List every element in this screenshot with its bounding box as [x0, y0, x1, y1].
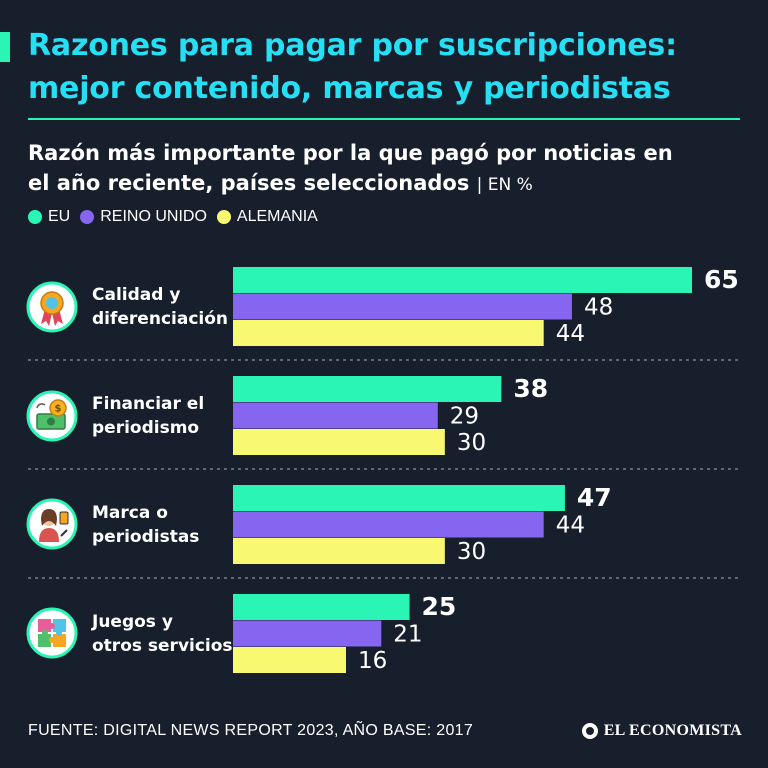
category-label-2: Marca o periodistas: [92, 503, 199, 547]
source-note: FUENTE: DIGITAL NEWS REPORT 2023, AÑO BA…: [28, 722, 474, 739]
bars: [233, 267, 692, 673]
legend-label-de: ALEMANIA: [236, 208, 318, 225]
title-line-2: mejor contenido, marcas y periodistas: [28, 71, 671, 106]
award-ribbon-icon: [26, 281, 78, 333]
journalist-icon: [26, 498, 78, 550]
value-label-reino-unido-0: 48: [584, 295, 613, 321]
legend-item-uk: REINO UNIDO: [80, 208, 207, 226]
legend: EU REINO UNIDO ALEMANIA: [28, 208, 328, 226]
category-label-line: otros servicios: [92, 636, 233, 656]
bar-reino-unido-1: [233, 402, 438, 429]
category-label-line: Juegos y: [91, 612, 173, 632]
category-label-line: Calidad y: [92, 285, 180, 305]
accent-bar: [0, 32, 10, 62]
category-label-1: Financiar el periodismo: [92, 394, 204, 438]
puzzle-icon: [26, 607, 78, 659]
money-bill-icon: $: [26, 390, 78, 442]
bar-eu-2: [233, 485, 565, 511]
value-label-alemania-2: 30: [457, 539, 486, 565]
svg-text:$: $: [55, 404, 62, 415]
brand-mark-icon: [581, 723, 598, 739]
value-label-reino-unido-3: 21: [393, 622, 422, 648]
category-label-line: periodistas: [92, 527, 199, 547]
value-label-alemania-1: 30: [457, 430, 486, 456]
unit-label: | EN %: [476, 175, 533, 195]
brand-name: EL ECONOMISTA: [603, 722, 742, 739]
bar-reino-unido-0: [233, 293, 572, 320]
bar-eu-1: [233, 376, 502, 402]
page-title: Razones para pagar por suscripciones: me…: [28, 24, 748, 110]
chart-subtitle: Razón más importante por la que pagó por…: [28, 138, 748, 200]
brand-logo: EL ECONOMISTA: [581, 722, 742, 740]
value-label-alemania-3: 16: [358, 648, 387, 674]
subtitle-line-2: el año reciente, países seleccionados: [28, 171, 470, 195]
category-label-line: diferenciación: [92, 309, 228, 329]
category-labels: Calidad y diferenciación Financiar el perio…: [91, 285, 233, 656]
value-label-eu-1: 38: [513, 374, 548, 403]
category-label-line: Marca o: [92, 503, 168, 523]
legend-label-uk: REINO UNIDO: [100, 208, 207, 225]
value-label-eu-2: 47: [577, 483, 612, 512]
bar-alemania-0: [233, 320, 544, 346]
title-divider: [28, 118, 740, 120]
value-label-reino-unido-2: 44: [556, 513, 585, 539]
bar-eu-3: [233, 594, 410, 620]
subtitle-line-1: Razón más importante por la que pagó por…: [28, 141, 673, 165]
legend-dot-de: [216, 210, 231, 224]
bar-reino-unido-3: [233, 620, 382, 647]
value-label-alemania-0: 44: [556, 321, 585, 347]
bar-reino-unido-2: [233, 511, 544, 538]
legend-item-eu: EU: [28, 208, 70, 226]
legend-dot-eu: [28, 210, 42, 224]
category-label-line: periodismo: [92, 418, 199, 438]
legend-label-eu: EU: [48, 208, 71, 225]
legend-item-de: ALEMANIA: [216, 208, 318, 226]
category-label-0: Calidad y diferenciación: [92, 285, 228, 329]
value-label-eu-3: 25: [422, 592, 457, 621]
category-label-3: Juegos y otros servicios: [91, 612, 233, 656]
value-label-reino-unido-1: 29: [450, 404, 479, 430]
legend-dot-uk: [80, 210, 95, 224]
bar-alemania-1: [233, 429, 445, 455]
bar-eu-0: [233, 267, 692, 293]
bar-alemania-3: [233, 647, 346, 673]
category-label-line: Financiar el: [92, 394, 204, 414]
value-label-eu-0: 65: [704, 265, 739, 294]
title-line-1: Razones para pagar por suscripciones:: [28, 28, 677, 63]
bar-alemania-2: [233, 538, 445, 564]
